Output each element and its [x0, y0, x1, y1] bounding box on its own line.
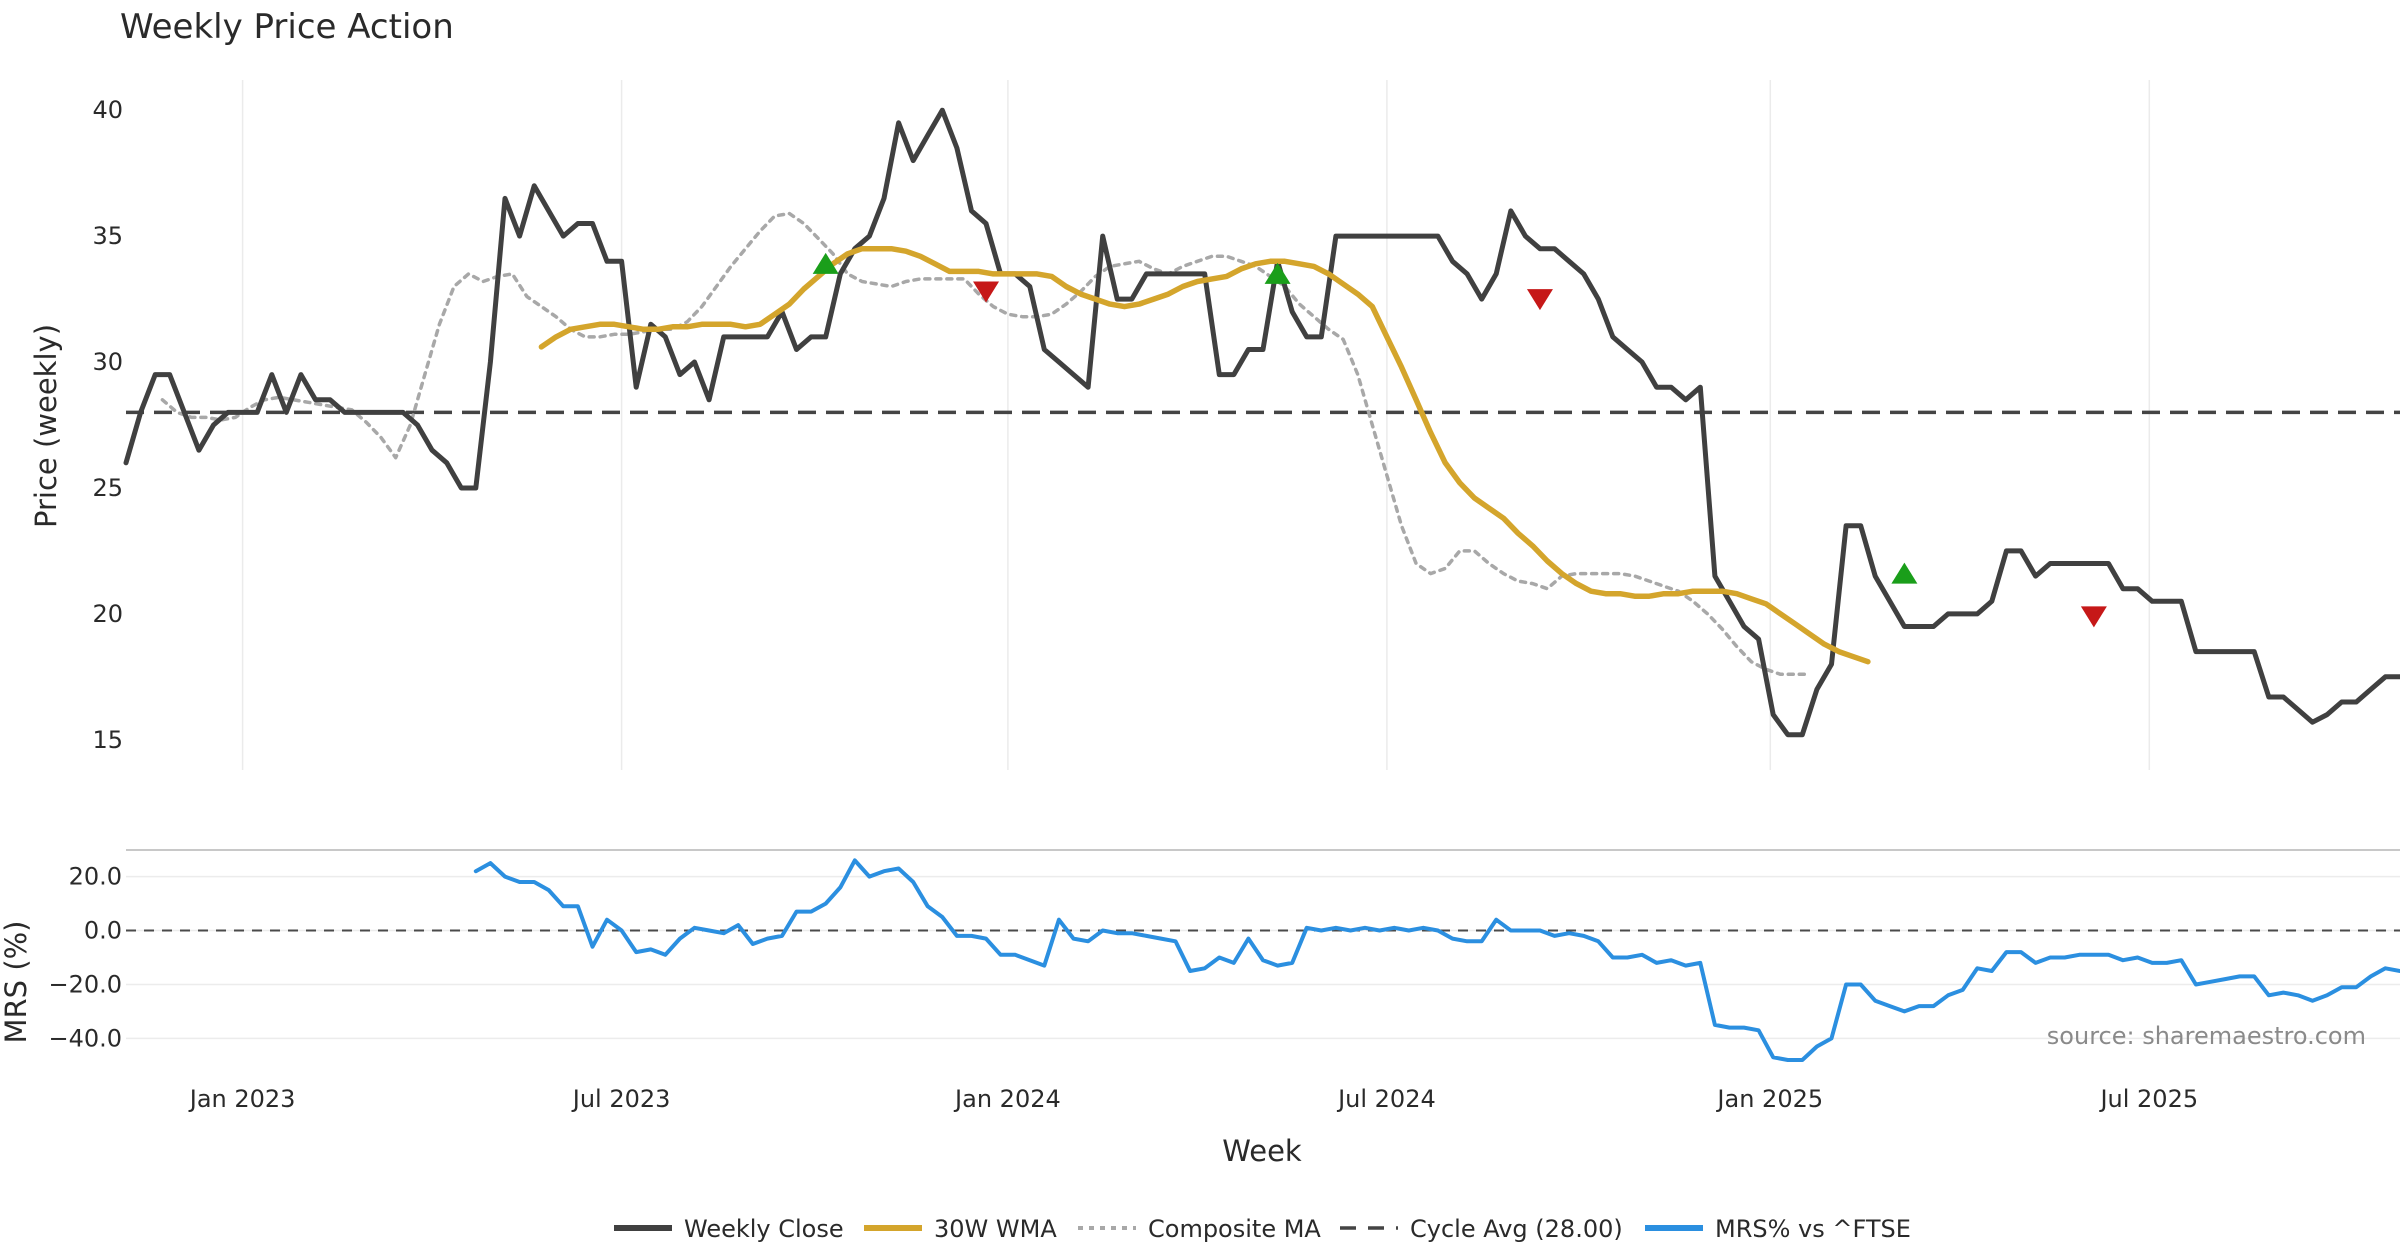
mrs-y-tick-label: −40.0	[48, 1024, 122, 1052]
chart-title: Weekly Price Action	[120, 7, 454, 47]
price-series	[123, 107, 2400, 738]
x-tick-label: Jan 2024	[953, 1085, 1061, 1113]
signal-markers	[812, 252, 2107, 628]
price-y-tick-label: 25	[92, 474, 123, 502]
sell-signal-marker	[1526, 289, 1553, 311]
buy-signal-marker	[1891, 562, 1918, 584]
mrs-y-tick-label: 20.0	[69, 863, 122, 891]
x-ticks: Jan 2023 Jul 2023 Jan 2024 Jul 2024 Jan 2025…	[188, 1085, 2198, 1113]
weekly-close-line	[123, 107, 2400, 738]
legend: Weekly Close 30W WMA Composite MA Cycle Avg…	[614, 1215, 1911, 1243]
buy-signal-marker	[812, 252, 839, 274]
price-y-tick-label: 20	[92, 600, 123, 628]
price-y-axis-title: Price (weekly)	[29, 324, 63, 528]
price-grid	[241, 80, 2151, 770]
wma-30w-line	[538, 245, 1871, 665]
source-note: source: sharemaestro.com	[2047, 1022, 2366, 1050]
mrs-series	[473, 858, 2400, 1062]
legend-label: 30W WMA	[934, 1215, 1057, 1243]
x-tick-label: Jan 2025	[1715, 1085, 1823, 1113]
x-tick-label: Jan 2023	[188, 1085, 296, 1113]
price-y-tick-label: 40	[92, 96, 123, 124]
buy-signal-marker	[1264, 262, 1291, 284]
sell-signal-marker	[973, 281, 1000, 303]
mrs-y-axis-title: MRS (%)	[0, 921, 33, 1044]
legend-label: Weekly Close	[684, 1215, 844, 1243]
legend-label: MRS% vs ^FTSE	[1715, 1215, 1911, 1243]
legend-label: Composite MA	[1148, 1215, 1321, 1243]
mrs-y-tick-label: 0.0	[84, 917, 122, 945]
x-tick-label: Jul 2024	[1336, 1085, 1436, 1113]
mrs-y-ticks: 20.0 0.0 −20.0 −40.0	[48, 863, 122, 1053]
x-axis-title: Week	[1222, 1134, 1302, 1168]
x-tick-label: Jul 2023	[571, 1085, 671, 1113]
mrs-y-tick-label: −20.0	[48, 970, 122, 998]
price-y-ticks: 15 20 25 30 35 40	[92, 96, 123, 754]
mrs-line	[473, 858, 2400, 1062]
price-y-tick-label: 35	[92, 222, 123, 250]
legend-label: Cycle Avg (28.00)	[1410, 1215, 1623, 1243]
x-tick-label: Jul 2025	[2098, 1085, 2198, 1113]
price-y-tick-label: 15	[92, 726, 123, 754]
price-y-tick-label: 30	[92, 348, 123, 376]
sell-signal-marker	[2080, 606, 2107, 628]
